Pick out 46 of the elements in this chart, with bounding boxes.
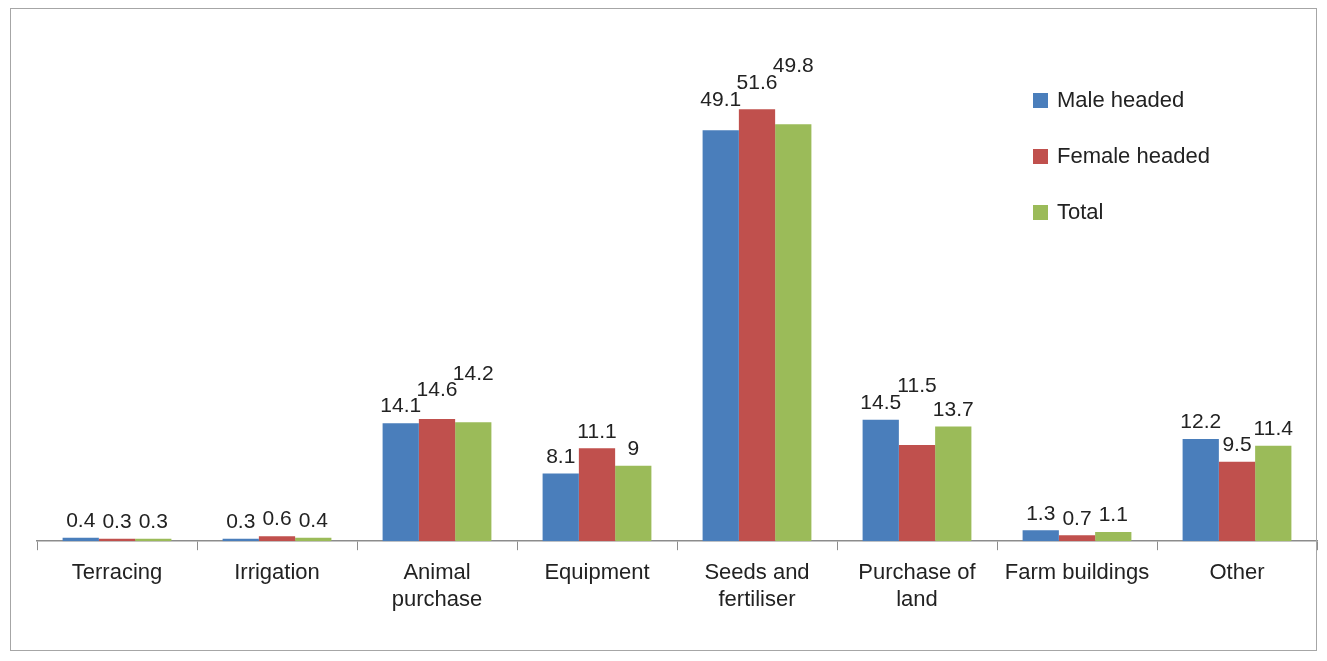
data-label: 1.3	[1026, 500, 1056, 524]
bar	[898, 444, 936, 542]
data-label: 9	[627, 436, 640, 460]
bar	[1218, 461, 1256, 542]
bar	[382, 423, 419, 542]
x-tick-label: Irrigation	[234, 559, 320, 585]
bar	[702, 130, 739, 542]
data-label: 0.6	[262, 506, 292, 530]
data-label: 0.4	[298, 508, 329, 532]
bar	[1255, 445, 1292, 542]
data-label: 1.1	[1098, 502, 1128, 526]
data-label: 11.4	[1253, 416, 1294, 440]
x-tick-label: Purchase of land	[858, 559, 977, 611]
data-label: 12.2	[1180, 409, 1222, 433]
x-tick-label: Animal purchase	[391, 559, 483, 611]
bar	[775, 124, 812, 542]
x-tick-label: Other	[1209, 559, 1265, 585]
bar	[455, 422, 492, 542]
x-tick-label: Terracing	[71, 559, 163, 585]
data-label: 0.7	[1062, 505, 1092, 529]
bar	[578, 448, 616, 542]
bar	[258, 536, 296, 542]
x-tick-label: Farm buildings	[1004, 559, 1150, 585]
bar	[418, 419, 456, 542]
bar	[862, 419, 899, 542]
bar	[1022, 530, 1059, 542]
bar	[1182, 439, 1219, 542]
data-label: 8.1	[546, 443, 576, 467]
legend-label: Total	[1057, 199, 1104, 225]
data-label: 13.7	[932, 396, 974, 420]
bar	[1095, 531, 1132, 542]
data-label: 11.1	[577, 418, 617, 442]
bar	[1058, 535, 1096, 542]
bar	[935, 426, 972, 542]
data-label: 0.3	[138, 508, 168, 532]
bar	[738, 109, 776, 542]
legend-label: Male headed	[1057, 87, 1185, 113]
data-label: 9.5	[1222, 431, 1252, 455]
data-label: 0.3	[226, 508, 256, 532]
x-tick-label: Seeds and fertiliser	[704, 559, 810, 611]
legend-label: Female headed	[1057, 143, 1210, 169]
x-tick-label: Equipment	[544, 559, 650, 585]
data-label: 0.3	[102, 508, 132, 532]
bar	[542, 473, 579, 542]
data-label: 0.4	[66, 508, 96, 532]
bar	[615, 465, 652, 542]
